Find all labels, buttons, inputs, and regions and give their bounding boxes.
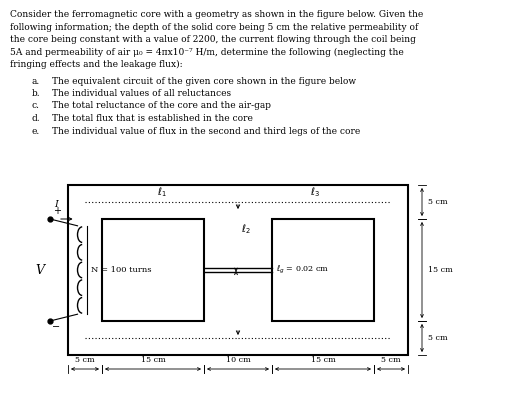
Text: 5 cm: 5 cm <box>428 198 448 206</box>
Text: The total flux that is established in the core: The total flux that is established in th… <box>52 114 253 123</box>
Text: $\ell_3$: $\ell_3$ <box>310 185 320 199</box>
Text: The individual values of all reluctances: The individual values of all reluctances <box>52 89 231 98</box>
Text: 10 cm: 10 cm <box>225 356 251 364</box>
Bar <box>272 219 374 321</box>
Text: $\ell_g$ = 0.02 cm: $\ell_g$ = 0.02 cm <box>276 264 329 276</box>
Text: $\ell_1$: $\ell_1$ <box>156 185 166 199</box>
Text: 5 cm: 5 cm <box>381 356 401 364</box>
Text: following information; the depth of the solid core being 5 cm the relative perme: following information; the depth of the … <box>10 23 418 32</box>
Bar <box>102 219 204 321</box>
Text: $\ell_2$: $\ell_2$ <box>241 222 251 236</box>
Text: +: + <box>53 206 61 216</box>
Text: 5 cm: 5 cm <box>75 356 95 364</box>
Text: −: − <box>52 322 60 332</box>
Text: e.: e. <box>32 126 40 135</box>
Text: N = 100 turns: N = 100 turns <box>91 266 151 274</box>
Text: c.: c. <box>32 102 40 111</box>
Text: the core being constant with a value of 2200, the current flowing through the co: the core being constant with a value of … <box>10 35 416 44</box>
Text: I: I <box>54 200 58 209</box>
Text: b.: b. <box>32 89 41 98</box>
Text: 5A and permeability of air μ₀ = 4πx10⁻⁷ H/m, determine the following (neglecting: 5A and permeability of air μ₀ = 4πx10⁻⁷ … <box>10 47 404 56</box>
Bar <box>68 185 408 355</box>
Text: 15 cm: 15 cm <box>428 266 453 274</box>
Text: The total reluctance of the core and the air-gap: The total reluctance of the core and the… <box>52 102 271 111</box>
Text: 15 cm: 15 cm <box>141 356 165 364</box>
Text: 5 cm: 5 cm <box>428 334 448 342</box>
Text: The individual value of flux in the second and third legs of the core: The individual value of flux in the seco… <box>52 126 360 135</box>
Text: 15 cm: 15 cm <box>311 356 335 364</box>
Text: d.: d. <box>32 114 41 123</box>
Text: V: V <box>35 263 44 276</box>
Text: The equivalent circuit of the given core shown in the figure below: The equivalent circuit of the given core… <box>52 77 356 85</box>
Text: a.: a. <box>32 77 40 85</box>
Text: fringing effects and the leakage flux):: fringing effects and the leakage flux): <box>10 60 183 69</box>
Text: Consider the ferromagnetic core with a geometry as shown in the figure below. Gi: Consider the ferromagnetic core with a g… <box>10 10 423 19</box>
